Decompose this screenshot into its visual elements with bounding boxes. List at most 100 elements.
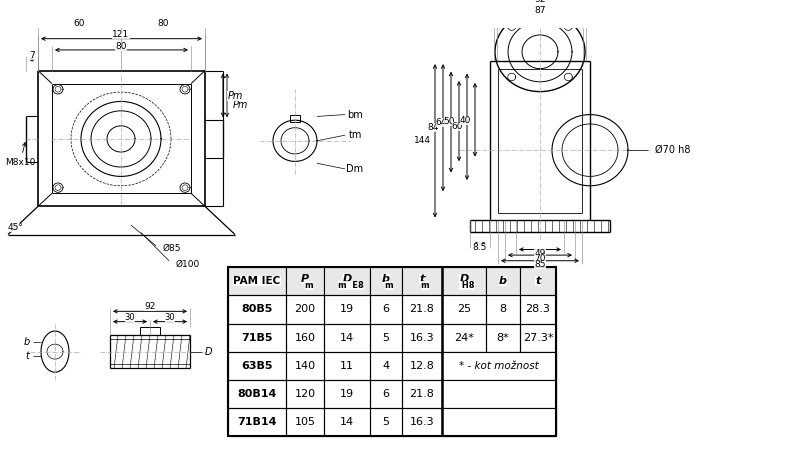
Text: 7: 7: [29, 51, 35, 60]
Text: 6: 6: [382, 305, 390, 315]
Bar: [370, 295, 402, 324]
Bar: [442, 295, 486, 324]
Text: t: t: [419, 274, 425, 284]
Text: PAM IEC: PAM IEC: [234, 276, 281, 286]
Bar: [228, 267, 286, 295]
Text: 45°: 45°: [8, 222, 24, 231]
Text: 5: 5: [382, 417, 390, 427]
Text: 14: 14: [340, 333, 354, 342]
Bar: [402, 295, 442, 324]
Bar: [442, 351, 556, 380]
Bar: [324, 408, 370, 436]
Bar: [486, 324, 520, 351]
Text: 70: 70: [534, 254, 546, 263]
Text: M8x10: M8x10: [5, 143, 35, 167]
Bar: [140, 327, 160, 335]
Text: Ø85: Ø85: [163, 244, 182, 253]
Bar: [324, 295, 370, 324]
Bar: [520, 351, 556, 380]
Text: 8: 8: [499, 305, 506, 315]
Bar: [442, 267, 486, 295]
Text: 50: 50: [443, 117, 455, 126]
Text: 64: 64: [436, 117, 447, 126]
Text: * - kot možnost: * - kot možnost: [459, 360, 539, 371]
Text: 49: 49: [534, 249, 546, 258]
Bar: [442, 324, 486, 351]
Text: 80: 80: [115, 42, 126, 51]
Text: Pm: Pm: [232, 100, 248, 110]
Bar: [442, 380, 486, 408]
Bar: [520, 295, 556, 324]
Text: 27.3*: 27.3*: [522, 333, 554, 342]
Text: m: m: [305, 281, 314, 290]
Text: b: b: [499, 276, 507, 286]
Text: 21.8: 21.8: [410, 389, 434, 399]
Bar: [442, 408, 556, 436]
Bar: [228, 295, 286, 324]
Text: 63B5: 63B5: [242, 360, 273, 371]
Text: m: m: [421, 281, 430, 290]
Text: m: m: [385, 281, 394, 290]
Text: 19: 19: [340, 305, 354, 315]
Text: 84: 84: [428, 123, 439, 132]
Text: Pm: Pm: [227, 91, 242, 101]
Text: 85: 85: [534, 260, 546, 269]
Bar: [402, 267, 442, 295]
Text: 140: 140: [294, 360, 315, 371]
Text: 87: 87: [534, 6, 546, 15]
Bar: [324, 267, 370, 295]
Bar: [290, 115, 300, 122]
Bar: [520, 324, 556, 351]
Bar: [228, 324, 286, 351]
Text: 92: 92: [534, 0, 546, 4]
Text: H8: H8: [459, 281, 474, 290]
Bar: [486, 295, 520, 324]
Text: 60: 60: [74, 19, 85, 28]
Bar: [286, 295, 324, 324]
Text: b: b: [24, 337, 30, 347]
Text: 12.8: 12.8: [410, 360, 434, 371]
Bar: [402, 380, 442, 408]
Text: 121: 121: [113, 31, 130, 40]
Bar: [286, 267, 324, 295]
Text: Ø70 h8: Ø70 h8: [655, 145, 690, 155]
Bar: [402, 351, 442, 380]
Text: 14: 14: [340, 417, 354, 427]
Text: 8*: 8*: [497, 333, 510, 342]
Text: 8.5: 8.5: [473, 243, 487, 252]
Text: 144: 144: [414, 136, 431, 145]
Text: 80B14: 80B14: [238, 389, 277, 399]
Bar: [228, 267, 556, 436]
Bar: [486, 380, 520, 408]
Text: 16.3: 16.3: [410, 333, 434, 342]
Bar: [486, 351, 520, 380]
Text: 28.3: 28.3: [526, 305, 550, 315]
Bar: [228, 351, 286, 380]
Text: D: D: [342, 274, 352, 284]
Bar: [442, 351, 486, 380]
Text: b: b: [382, 274, 390, 284]
Bar: [228, 408, 286, 436]
Text: 24*: 24*: [454, 333, 474, 342]
Bar: [486, 267, 520, 295]
Bar: [370, 324, 402, 351]
Bar: [520, 380, 556, 408]
Text: Dm: Dm: [346, 164, 363, 174]
Text: 30: 30: [165, 313, 175, 322]
Text: bm: bm: [347, 109, 363, 120]
Text: 4: 4: [382, 360, 390, 371]
Text: D: D: [459, 274, 469, 284]
Text: t: t: [25, 351, 29, 361]
Bar: [520, 267, 556, 295]
Text: m  E8: m E8: [338, 281, 364, 290]
Text: 80B5: 80B5: [242, 305, 273, 315]
Text: 71B14: 71B14: [238, 417, 277, 427]
Text: 11: 11: [340, 360, 354, 371]
Bar: [286, 380, 324, 408]
Text: 71B5: 71B5: [242, 333, 273, 342]
Text: 30: 30: [125, 313, 135, 322]
Bar: [228, 380, 286, 408]
Bar: [402, 324, 442, 351]
Bar: [286, 351, 324, 380]
Text: 105: 105: [294, 417, 315, 427]
